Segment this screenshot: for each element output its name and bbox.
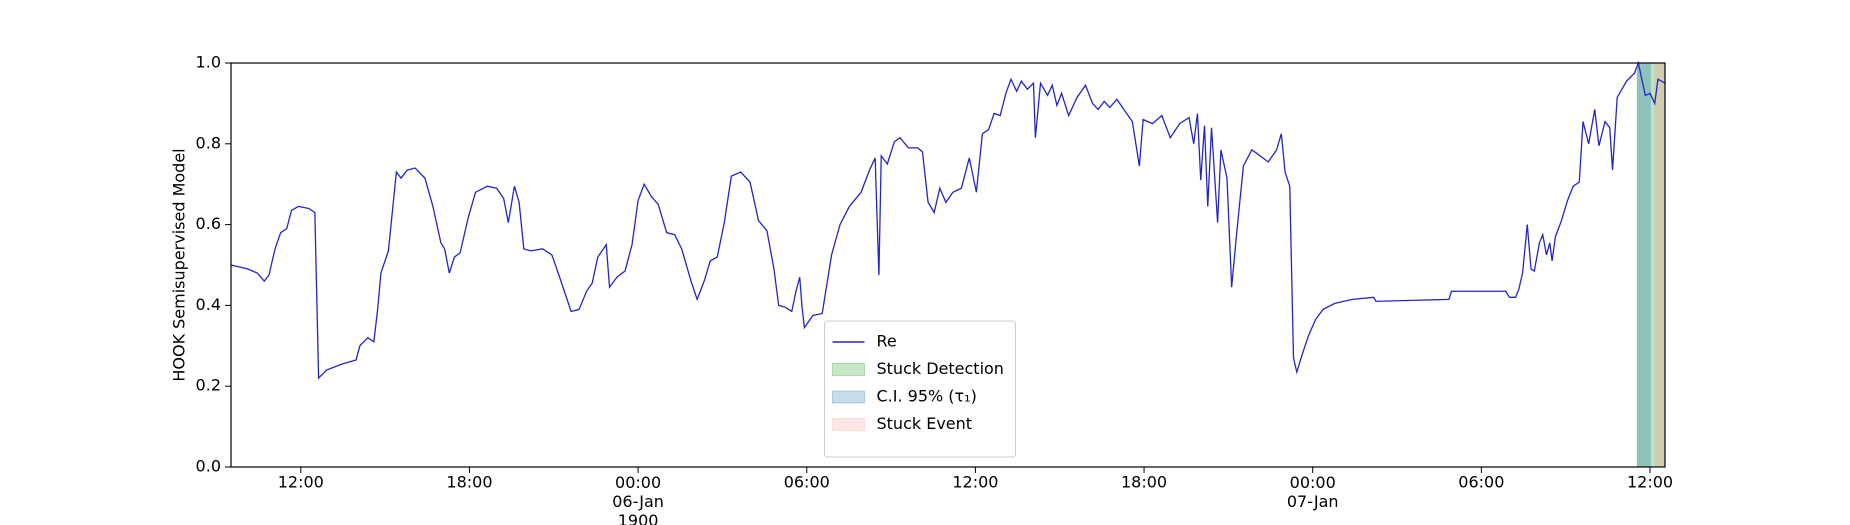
x-tick-label: 06:00 bbox=[784, 473, 830, 492]
x-tick-label: 06:00 bbox=[1458, 473, 1504, 492]
x-tick-label: 00:00 07-Jan bbox=[1287, 473, 1339, 511]
data-line bbox=[230, 60, 1666, 380]
y-tick-label: 0.8 bbox=[196, 133, 221, 152]
y-tick-label: 0.4 bbox=[196, 295, 221, 314]
y-tick-label: 0.2 bbox=[196, 376, 221, 395]
legend: Re Stuck Detection C.I. 95% (τ₁) Stuck Even… bbox=[824, 320, 1016, 458]
legend-patch bbox=[832, 418, 865, 431]
legend-patch bbox=[832, 390, 865, 404]
y-tick-label: 1.0 bbox=[196, 53, 221, 72]
x-tick-label: 18:00 bbox=[1121, 473, 1167, 492]
y-tick-label: 0.0 bbox=[196, 457, 221, 476]
x-tick-label: 12:00 bbox=[1627, 473, 1673, 492]
legend-label: Re bbox=[877, 332, 897, 351]
x-tick-label: 12:00 bbox=[278, 473, 324, 492]
y-axis-label: HOOK Semisupervised Model bbox=[170, 148, 189, 381]
shaded-span bbox=[1636, 63, 1651, 467]
x-tick-label: 00:00 06-Jan 1900 bbox=[612, 473, 664, 525]
legend-patch bbox=[832, 363, 865, 376]
legend-label: Stuck Event bbox=[877, 414, 973, 433]
legend-label: C.I. 95% (τ₁) bbox=[877, 387, 977, 406]
x-tick-label: 12:00 bbox=[952, 473, 998, 492]
legend-box bbox=[824, 320, 1016, 458]
y-tick-label: 0.6 bbox=[196, 214, 221, 233]
x-tick-label: 18:00 bbox=[446, 473, 492, 492]
shaded-span bbox=[1654, 63, 1665, 467]
plot-frame bbox=[230, 62, 1666, 468]
legend-label: Stuck Detection bbox=[877, 359, 1004, 378]
shaded-span bbox=[1636, 63, 1665, 467]
